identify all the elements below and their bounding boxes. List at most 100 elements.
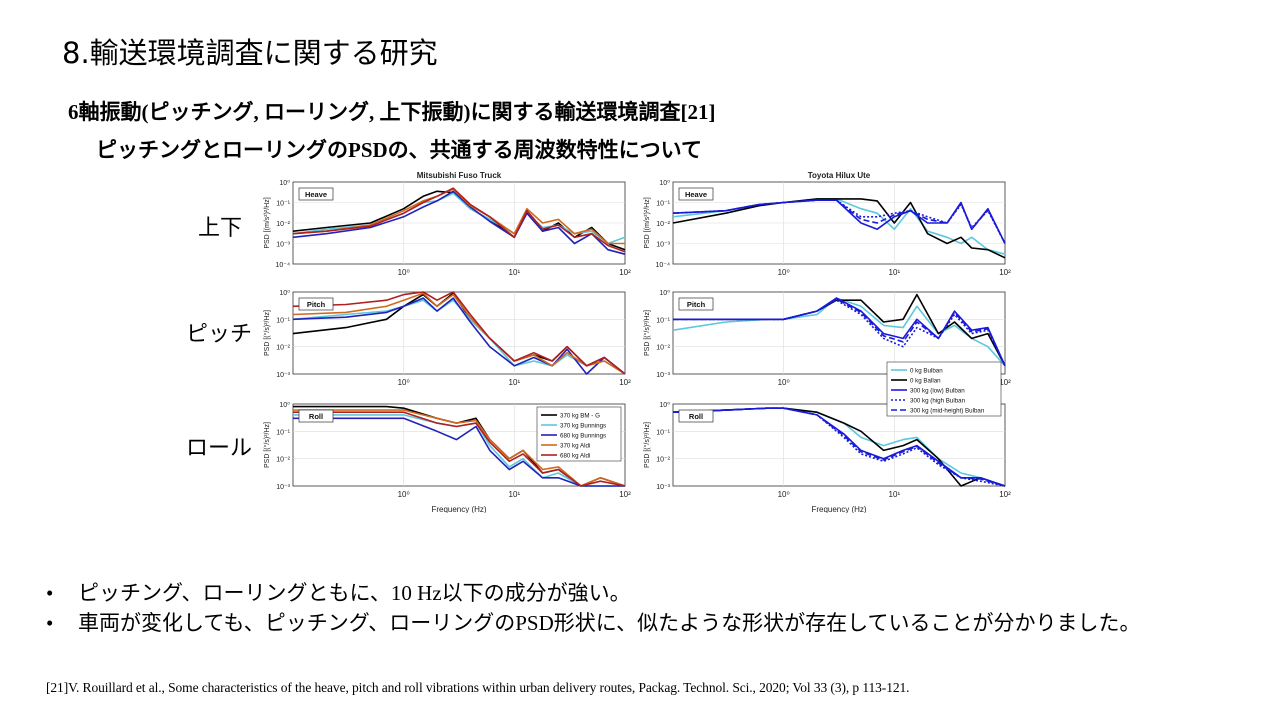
y-tick-label: 10⁻³ [276,372,290,379]
chart-title: Mitsubishi Fuso Truck [417,171,502,180]
x-tick-label: 10² [999,378,1011,387]
y-tick-label: 10⁻⁴ [276,262,291,269]
legend: 370 kg BM - G 370 kg Bunnings 680 kg Bunni… [536,406,622,462]
y-tick-label: 10⁻² [656,457,670,464]
row-label-heave: 上下 [198,216,243,241]
psd-panel: 10⁰ 10¹ 10² 10⁻⁴ 10⁻³ 10⁻² 10⁻¹ 10⁰ PSD [(m/s²)²… [644,171,1011,277]
y-axis-label: PSD [(°/s)²/Hz] [643,422,651,468]
panel-tag: Roll [298,409,334,423]
series-line [673,299,1006,367]
panel-tag-label: Heave [305,190,327,199]
x-tick-label: 10⁰ [778,490,790,499]
y-tick-label: 10⁻¹ [276,429,290,436]
x-tick-label: 10⁰ [398,490,410,499]
bullet-list: • ピッチング、ローリングともに、10 Hz以下の成分が強い。 • 車両が変化しても… [46,578,1196,638]
row-label-pitch: ピッチ [186,322,253,347]
x-tick-label: 10⁰ [398,268,410,277]
panel-tag-box [678,409,714,423]
panel-tag: Roll [678,409,714,423]
x-tick-label: 10¹ [509,490,521,499]
y-tick-label: 10⁻⁴ [656,262,671,269]
legend-label: 300 kg (high Bulban [910,398,966,405]
panel-tag-box [298,187,334,201]
x-tick-label: 10² [999,490,1011,499]
y-tick-label: 10⁻³ [656,484,670,491]
legend-label: 300 kg (mid-height) Bulban [910,408,985,415]
y-tick-label: 10⁰ [279,179,290,187]
legend-label: 0 kg Ballan [910,378,941,385]
y-tick-label: 10⁻³ [276,484,290,491]
y-axis-label: PSD [(m/s²)²/Hz] [264,197,271,248]
x-tick-label: 10¹ [889,490,901,499]
y-tick-label: 10⁻¹ [276,317,290,324]
sub-heading: ピッチングとローリングのPSDの、共通する周波数特性について [96,138,703,162]
y-tick-label: 10⁰ [279,289,290,297]
bullet-text: 車両が変化しても、ピッチング、ローリングのPSD形状に、似たような形状が存在して… [78,611,1141,635]
x-axis-label: Frequency (Hz) [431,505,486,513]
y-tick-label: 10⁻³ [276,242,290,249]
legend-label: 0 kg Bulban [910,368,943,375]
y-tick-label: 10⁰ [279,401,290,409]
panel-tag: Heave [678,187,714,201]
x-axis-label: Frequency (Hz) [811,505,866,513]
series-line [673,298,1006,367]
y-tick-label: 10⁰ [659,289,670,297]
bullet-text: ピッチング、ローリングともに、10 Hz以下の成分が強い。 [78,581,631,605]
series-line [293,411,626,487]
y-tick-label: 10⁻² [656,221,670,228]
series-line [672,199,1006,244]
legend-label: 680 kg Aldi [560,453,590,460]
x-tick-label: 10¹ [509,378,521,387]
y-axis-label: PSD [(°/s)²/Hz] [643,310,651,356]
y-tick-label: 10⁻³ [656,242,670,249]
y-axis-label: PSD [(m/s²)²/Hz] [644,197,651,248]
x-tick-label: 10¹ [509,268,521,277]
plot-frame [672,291,1006,375]
y-axis-label: PSD [(°/s)²/Hz] [263,422,271,468]
series-line [292,187,626,253]
series-line [672,407,1006,487]
panel-tag-box [298,409,334,423]
bullet-item: • 車両が変化しても、ピッチング、ローリングのPSD形状に、似たような形状が存在し… [46,608,1196,638]
y-tick-label: 10⁻¹ [656,201,670,208]
series-line [292,292,626,375]
psd-panel: 10⁰ 10¹ 10² 10⁻⁴ 10⁻³ 10⁻² 10⁻¹ 10⁰ PSD [(m/s²)²… [264,171,631,277]
x-tick-label: 10² [999,268,1011,277]
psd-figure: 10⁰ 10¹ 10² 10⁻⁴ 10⁻³ 10⁻² 10⁻¹ 10⁰ PSD [(m/s²)²… [263,171,1011,513]
x-tick-label: 10⁰ [778,268,790,277]
series-line [293,417,625,487]
bullet-dot: • [46,581,54,605]
legend-label: 370 kg Bunnings [560,423,606,430]
y-tick-label: 10⁻² [656,345,670,352]
x-tick-label: 10² [619,490,631,499]
panel-tag-label: Roll [309,412,323,421]
x-tick-label: 10² [619,378,631,387]
bullet-dot: • [46,611,54,635]
y-tick-label: 10⁻¹ [656,429,670,436]
legend-box [886,361,1002,417]
legend-label: 300 kg (low) Bulban [910,388,965,395]
chart-title: Toyota Hilux Ute [808,171,871,180]
x-tick-label: 10² [619,268,631,277]
series-line [293,414,625,487]
row-label-roll: ロール [186,436,253,461]
legend-box [536,406,622,462]
y-tick-label: 10⁻¹ [276,201,290,208]
psd-panel: 10⁰ 10¹ 10² 10⁻³ 10⁻² 10⁻¹ 10⁰ PSD [(°/s)²/Hz] F… [263,401,631,513]
legend-label: 370 kg Aldi [560,443,590,450]
panel-tag-box [678,297,714,311]
y-tick-label: 10⁻² [276,221,290,228]
x-tick-label: 10¹ [889,268,901,277]
panel-tag-box [678,187,714,201]
y-axis-label: PSD [(°/s)²/Hz] [263,310,271,356]
reference-citation: [21]V. Rouillard et al., Some characteri… [46,680,910,695]
x-tick-label: 10⁰ [778,378,790,387]
panel-tag-label: Pitch [307,300,326,309]
panel-tag: Pitch [678,297,714,311]
psd-panel: 10⁰ 10¹ 10² 10⁻³ 10⁻² 10⁻¹ 10⁰ PSD [(°/s)²/Hz] F… [643,361,1011,513]
panel-tag-label: Pitch [687,300,706,309]
bullet-item: • ピッチング、ローリングともに、10 Hz以下の成分が強い。 [46,578,1196,608]
page-title: 8.輸送環境調査に関する研究 [62,36,438,70]
y-tick-label: 10⁰ [659,179,670,187]
